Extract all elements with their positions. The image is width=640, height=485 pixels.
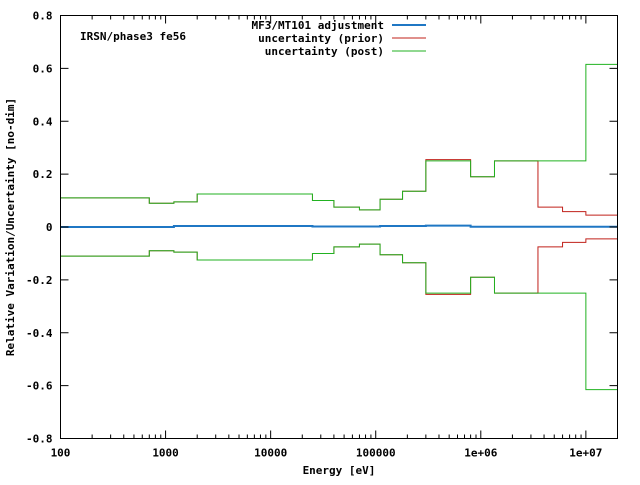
- x-tick-label: 1000: [152, 447, 179, 460]
- x-tick-label: 1e+06: [464, 447, 497, 460]
- series-layer: [60, 63, 618, 391]
- x-tick-label: 100000: [356, 447, 396, 460]
- y-tick-label: 0: [46, 221, 53, 234]
- legend-label-0: MF3/MT101 adjustment: [252, 19, 384, 32]
- y-tick-label: 0.4: [33, 115, 53, 128]
- legend-label-2: uncertainty (post): [265, 45, 384, 58]
- series-line-2-upper: [60, 63, 618, 211]
- y-tick-label: 0.6: [33, 62, 53, 75]
- series-line-2-lower: [60, 243, 618, 391]
- x-axis-label: Energy [eV]: [303, 464, 376, 477]
- x-tick-label: 100: [51, 447, 71, 460]
- x-tick-label: 10000: [254, 447, 287, 460]
- y-tick-label: 0.2: [33, 168, 53, 181]
- chart-annotation: IRSN/phase3 fe56: [80, 30, 186, 43]
- y-tick-label: 0.8: [33, 10, 53, 23]
- legend-label-1: uncertainty (prior): [258, 32, 384, 45]
- y-tick-label: -0.2: [26, 274, 53, 287]
- y-tick-label: -0.8: [26, 433, 53, 446]
- series-line-0: [60, 224, 618, 228]
- y-tick-label: -0.4: [26, 327, 53, 340]
- y-tick-label: -0.6: [26, 380, 53, 393]
- x-tick-label: 1e+07: [569, 447, 602, 460]
- y-axis-label: Relative Variation/Uncertainty [no-dim]: [4, 98, 17, 356]
- ticks-layer: -0.8 -0.6 -0.4 -0.2 0 0.2 0.4 0.6 0.8 100 1000 1000…: [26, 10, 618, 460]
